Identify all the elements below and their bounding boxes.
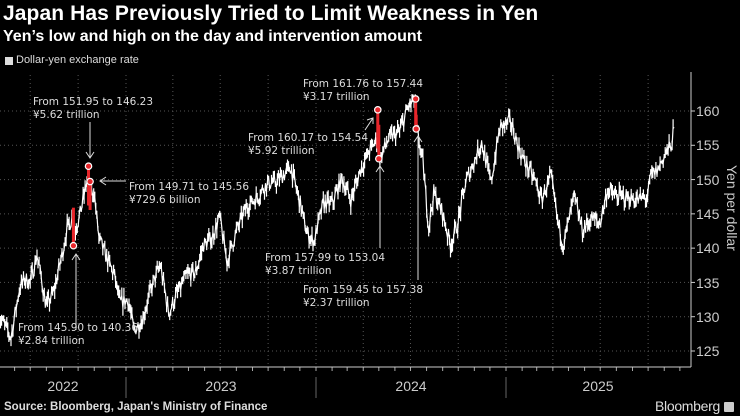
annotation-label: From 149.71 to 145.56 [129,181,249,193]
annotations: From 151.95 to 146.23 ¥5.62 trillion Fro… [18,78,423,347]
arrow-icon [375,165,385,248]
axes [0,72,695,398]
y-tick-label: 145 [696,206,720,222]
y-tick-label: 125 [696,343,720,359]
arrow-icon [364,117,374,131]
annotation-amount: ¥2.37 trillion [303,297,370,309]
annotation-amount: ¥3.17 trillion [303,91,370,103]
arrow-icon [413,135,423,280]
chart-subtitle: Yen’s low and high on the day and interv… [3,28,422,45]
annotation-amount: ¥5.62 trillion [33,109,100,121]
intervention-point [373,106,382,114]
annotation-label: From 161.76 to 157.44 [303,78,423,90]
source-note: Source: Bloomberg, Japan's Ministry of F… [4,401,268,413]
x-tick-labels: 2022 2023 2024 2025 [47,378,613,394]
annotation-amount: ¥729.6 billion [129,194,201,206]
annotation-amount: ¥2.84 trillion [18,335,85,347]
annotation-amount: ¥5.92 trillion [248,145,315,157]
y-tick-label: 135 [696,275,720,291]
bloomberg-chart-icon [724,402,734,412]
intervention-point [411,95,420,103]
y-tick-label: 130 [696,309,720,325]
arrow-icon [99,176,126,186]
arrow-icon [85,122,95,159]
x-tick-label: 2025 [582,378,613,394]
y-tick-labels: 125 130 135 140 145 150 155 160 [696,103,720,359]
intervention-point [69,241,78,250]
intervention-point [84,162,93,170]
bloomberg-logo: Bloomberg [654,398,720,414]
annotation-label: From 160.17 to 154.54 [248,132,368,144]
intervention-point [375,154,383,163]
annotation-label: From 145.90 to 140.36 [18,322,138,334]
legend-swatch-icon [5,56,13,65]
x-tick-label: 2023 [205,378,236,394]
y-tick-label: 160 [696,103,720,119]
annotation-amount: ¥3.87 trillion [265,265,332,277]
intervention-point [86,177,94,186]
chart-title: Japan Has Previously Tried to Limit Weak… [3,2,539,25]
x-tick-label: 2022 [47,378,78,394]
annotation-label: From 151.95 to 146.23 [33,96,153,108]
arrow-icon [71,253,81,330]
y-axis-label: Yen per dollar [724,165,740,251]
x-tick-label: 2024 [395,378,426,394]
y-tick-label: 140 [696,240,720,256]
y-tick-label: 155 [696,137,720,153]
intervention-marks [69,95,420,250]
y-tick-label: 150 [696,172,720,188]
intervention-point [412,125,420,133]
annotation-label: From 159.45 to 157.38 [303,284,423,296]
legend-label: Dollar-yen exchange rate [16,54,139,66]
annotation-arrows [71,117,423,330]
legend: Dollar-yen exchange rate [5,54,139,67]
annotation-label: From 157.99 to 153.04 [265,252,385,264]
